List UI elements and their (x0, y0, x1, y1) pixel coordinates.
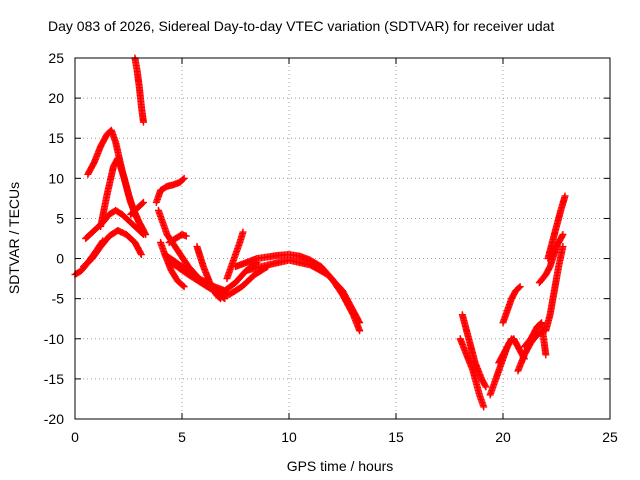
grid (75, 58, 610, 419)
data-point (561, 192, 569, 200)
data-marks (71, 54, 569, 411)
data-point (559, 243, 567, 251)
data-point (139, 230, 147, 238)
x-tick-label: 0 (71, 429, 79, 445)
series-arc-spike-7.8 (223, 228, 247, 283)
series-arc-late-10 (544, 192, 569, 263)
data-point (179, 282, 187, 290)
series-arc-plateau-2 (242, 256, 364, 327)
data-point (480, 403, 488, 411)
y-tick-label: -5 (52, 291, 65, 307)
y-tick-label: -10 (44, 331, 64, 347)
data-point (179, 175, 187, 183)
y-tick-label: -15 (44, 371, 64, 387)
series-arc-rise-7 (127, 198, 147, 218)
data-point (139, 198, 147, 206)
data-point (515, 284, 523, 292)
series-arc-low-3 (80, 226, 145, 271)
series-arc-late-4 (495, 335, 528, 367)
y-tick-label: 15 (48, 130, 64, 146)
data-point (217, 295, 225, 303)
y-tick-label: 20 (48, 90, 64, 106)
tick-labels: 0 5 10 15 20 25 25 20 15 10 5 0 -5 -10 -15 -20 (44, 50, 618, 445)
data-point (215, 294, 223, 302)
series-arc-late-2 (458, 311, 490, 391)
series-arc-late-1 (456, 335, 488, 411)
data-point (558, 232, 566, 240)
data-point (138, 199, 146, 207)
data-point (180, 283, 188, 291)
data-point (355, 317, 363, 325)
data-point (516, 283, 524, 291)
series-arc-peak-12 (97, 154, 150, 238)
y-tick-label: 5 (56, 210, 64, 226)
data-point (137, 251, 145, 259)
data-point (356, 319, 364, 327)
data-point (139, 118, 147, 126)
data-point (180, 174, 188, 182)
y-tick-label: 25 (48, 50, 64, 66)
series-arc-dip-6 (193, 243, 225, 303)
series-arc-late-8 (535, 230, 567, 287)
data-point (356, 327, 364, 335)
data-point (239, 228, 247, 236)
x-tick-label: 5 (178, 429, 186, 445)
x-tick-label: 25 (602, 429, 618, 445)
plot-border (74, 57, 611, 420)
series-arc-steep-top (131, 54, 147, 126)
data-point (482, 383, 490, 391)
data-point (137, 249, 145, 257)
series-arc-mid-6 (82, 206, 147, 242)
y-tick-label: 0 (56, 251, 64, 267)
series-arc-short-3 (165, 230, 190, 247)
y-tick-label: 10 (48, 170, 64, 186)
x-tick-label: 20 (495, 429, 511, 445)
series-arc-hump-9 (152, 174, 188, 206)
data-point (182, 232, 190, 240)
y-tick-label: -20 (44, 411, 64, 427)
x-tick-label: 10 (281, 429, 297, 445)
data-point (481, 382, 489, 390)
y-axis-label: SDTVAR / TECUs (6, 182, 22, 294)
data-point (542, 351, 550, 359)
data-point (559, 230, 567, 238)
data-point (138, 229, 146, 237)
series-arc-late-9 (542, 243, 567, 335)
chart-title: Day 083 of 2026, Sidereal Day-to-day VTE… (48, 18, 554, 34)
x-axis-label: GPS time / hours (287, 458, 394, 474)
series-arc-late-5 (499, 283, 524, 327)
x-tick-label: 15 (388, 429, 404, 445)
